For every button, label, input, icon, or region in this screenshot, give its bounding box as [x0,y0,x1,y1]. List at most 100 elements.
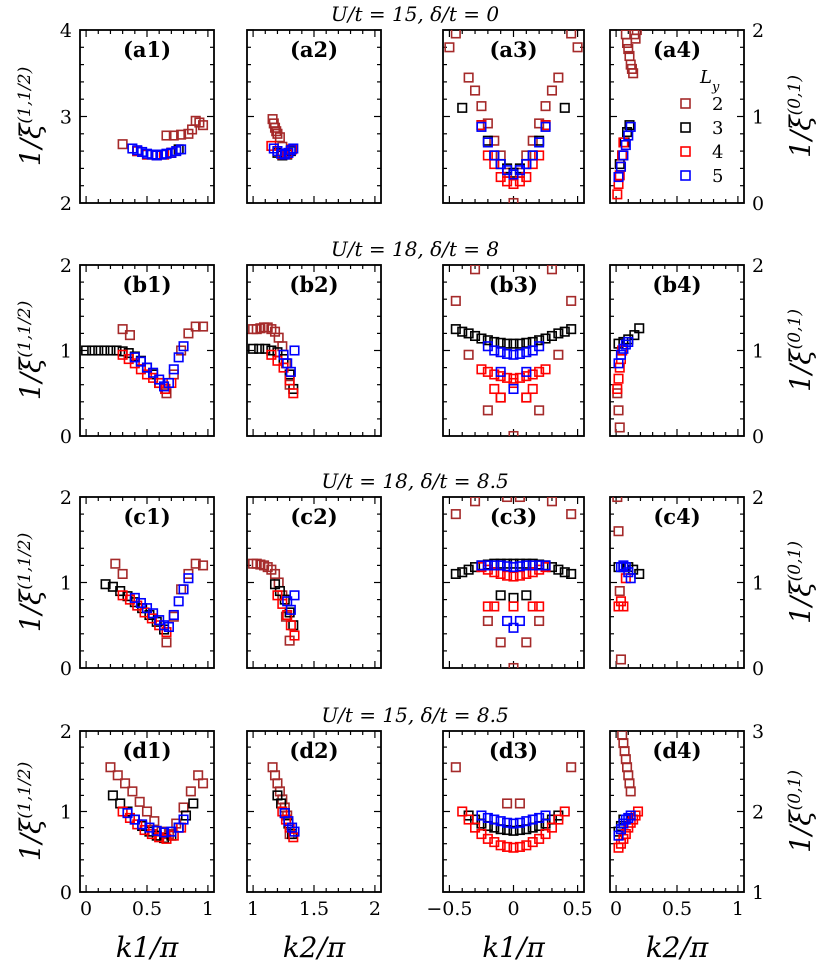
data-point-ly4 [482,366,493,377]
data-point-ly2 [469,497,481,507]
data-point-ly3 [81,345,92,356]
data-point-ly5 [482,137,493,148]
data-point-ly3 [100,579,111,590]
panel-label: (d1) [122,738,171,763]
data-point-ly5 [288,143,299,154]
data-point-ly4 [289,630,300,641]
data-point-ly4 [615,596,627,607]
y-tick-label: 1 [752,882,764,904]
data-point-ly2 [521,392,532,403]
panel-label: (b1) [122,272,171,297]
data-point-ly3 [527,150,538,161]
data-point-ly2 [566,509,577,520]
data-point-ly5 [502,348,513,359]
data-point-ly2 [624,778,635,789]
data-point-ly5 [178,814,189,825]
data-point-ly2 [482,405,493,416]
markers [450,265,577,436]
markers [266,114,299,161]
data-point-ly3 [508,558,519,569]
y-tick-label: 0 [60,426,72,448]
data-point-ly5 [514,817,525,828]
data-point-ly4 [482,601,493,612]
y-tick-label: 0 [752,658,764,680]
data-point-ly2 [274,132,285,143]
data-point-ly4 [482,150,493,161]
data-point-ly4 [502,570,513,581]
data-point-ly5 [521,159,532,170]
data-point-ly2 [197,778,209,789]
data-point-ly4 [508,842,519,853]
data-point-ly3 [254,343,265,354]
data-point-ly2 [463,72,474,83]
data-point-ly5 [289,590,300,601]
data-point-ly2 [267,762,278,773]
y-tick-label: 2 [60,487,72,509]
xlabel-3: k2/π [646,931,709,964]
data-point-ly2 [623,770,634,781]
data-point-ly2 [450,295,461,306]
markers [444,30,583,203]
data-point-ly2 [508,430,519,436]
data-point-ly4 [489,567,500,578]
data-point-ly5 [514,615,525,627]
data-point-ly3 [495,590,506,601]
data-point-ly4 [546,822,558,833]
markers [105,762,209,844]
data-point-ly2 [514,497,525,503]
x-tick-label: 0.5 [662,898,692,920]
panel-label: (a1) [123,37,171,62]
data-point-ly2 [141,806,153,817]
data-point-ly2 [134,796,145,807]
panel-label: (c4) [653,504,700,529]
data-point-ly2 [566,762,577,773]
data-point-ly5 [495,347,506,358]
data-point-ly2 [502,798,513,809]
data-point-ly2 [482,615,493,627]
data-point-ly4 [272,355,283,366]
data-point-ly4 [482,833,493,844]
data-point-ly4 [612,189,623,200]
data-point-ly2 [117,139,128,150]
data-point-ly3 [624,120,635,131]
data-point-ly4 [288,832,299,843]
y-tick-label: 3 [752,721,764,743]
x-tick-label: 2 [369,898,381,920]
data-point-ly2 [269,770,281,781]
panel-c2: (c2) [246,496,382,669]
data-point-ly5 [514,561,525,572]
data-point-ly5 [613,172,624,183]
data-point-ly5 [173,596,184,607]
data-point-ly5 [141,603,153,614]
data-point-ly4 [489,837,500,848]
data-point-ly3 [508,338,519,349]
legend-label-ly5: 5 [712,166,723,187]
data-point-ly2 [450,30,461,39]
data-point-ly2 [553,349,564,360]
data-point-ly2 [618,738,629,749]
data-point-ly3 [93,345,104,356]
data-point-ly5 [615,349,627,360]
data-point-ly2 [553,72,564,83]
data-point-ly2 [168,369,179,380]
data-point-ly2 [622,762,633,773]
data-point-ly5 [178,341,189,352]
markers [117,115,209,161]
data-point-ly5 [508,383,519,395]
data-point-ly5 [285,604,296,615]
right-ylabel-0: 1/ξ(0,1) [784,75,817,158]
data-point-ly2 [476,101,487,112]
data-point-ly4 [612,383,623,395]
markers [248,322,300,399]
data-point-ly2 [534,405,545,416]
data-point-ly5 [168,609,179,621]
data-point-ly5 [289,345,300,356]
data-point-ly2 [176,584,187,595]
panel-label: (b3) [489,272,538,297]
data-point-ly3 [463,564,474,575]
panel-label: (a3) [489,37,537,62]
data-point-ly5 [173,352,184,363]
data-point-ly2 [161,130,172,141]
data-point-ly2 [489,135,500,146]
data-point-ly4 [495,392,506,403]
